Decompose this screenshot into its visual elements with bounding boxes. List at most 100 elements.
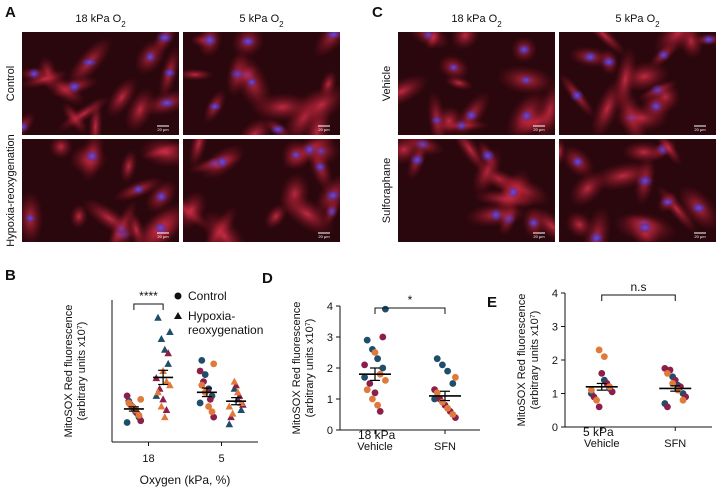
nucleus xyxy=(517,44,531,55)
data-point xyxy=(374,401,381,409)
cell xyxy=(590,161,656,191)
data-point xyxy=(227,413,235,421)
y-axis-label: (arbitrary units x107) xyxy=(76,322,88,421)
data-point xyxy=(669,380,677,387)
data-point xyxy=(164,349,172,357)
nucleus xyxy=(325,190,340,201)
panel-label: B xyxy=(5,267,16,284)
nucleus xyxy=(520,75,532,85)
micrograph: 20 μm xyxy=(183,139,340,242)
condition-label: 18 kPa xyxy=(358,428,396,442)
data-point xyxy=(366,380,374,387)
data-point xyxy=(164,359,172,367)
scale-bar-label: 20 μm xyxy=(157,234,169,239)
text-part: (arbitrary units x10 xyxy=(304,326,316,417)
cell xyxy=(529,206,555,242)
panel-label: C xyxy=(372,4,383,21)
row-label: Hypoxia-reoxygenation xyxy=(5,134,17,247)
nucleus xyxy=(154,223,167,233)
cell xyxy=(279,192,335,236)
micrograph: 20 μm xyxy=(559,32,716,135)
data-point xyxy=(137,417,145,425)
cell xyxy=(450,32,480,51)
legend-marker xyxy=(174,312,182,319)
scale-bar-label: 20 μm xyxy=(533,127,545,132)
nucleus xyxy=(702,34,716,45)
data-point xyxy=(210,413,218,421)
nucleus xyxy=(216,156,229,168)
significance-bracket xyxy=(601,294,676,301)
significance-bracket xyxy=(374,307,446,314)
data-point xyxy=(595,346,603,354)
text-part: ) xyxy=(304,319,316,323)
data-point xyxy=(433,389,441,397)
data-point xyxy=(600,353,608,361)
cell xyxy=(425,32,442,50)
y-tick-label: 1 xyxy=(327,394,333,406)
data-point xyxy=(225,402,234,410)
data-point xyxy=(201,371,209,378)
cell xyxy=(56,95,111,132)
y-tick-label: 0 xyxy=(327,425,333,437)
data-point xyxy=(157,402,166,410)
data-point xyxy=(161,413,169,421)
nucleus xyxy=(691,203,706,213)
data-point xyxy=(595,403,603,411)
cell xyxy=(183,190,208,230)
data-point xyxy=(198,381,206,389)
data-point xyxy=(230,377,239,385)
condition-label: 5 kPa xyxy=(583,425,614,439)
legend-label: Control xyxy=(188,289,227,303)
nucleus xyxy=(650,100,663,112)
y-tick-label: 1 xyxy=(552,389,558,401)
data-point xyxy=(154,388,162,396)
scale-bar-label: 20 μm xyxy=(318,234,330,239)
data-point xyxy=(433,355,441,363)
data-point xyxy=(664,403,671,411)
data-point xyxy=(369,395,376,403)
cell xyxy=(236,117,273,135)
data-point xyxy=(237,406,245,414)
data-point xyxy=(210,360,218,368)
error-bar xyxy=(596,382,607,391)
nucleus xyxy=(465,110,478,121)
nucleus xyxy=(325,32,340,39)
legend-label-line: Hypoxia- xyxy=(188,309,235,323)
column-header: 5 kPa O2 xyxy=(615,13,660,29)
cell xyxy=(188,139,209,169)
cell xyxy=(581,32,627,57)
nucleus xyxy=(132,184,145,195)
micrograph: 20 μm xyxy=(183,32,340,135)
y-axis-label: (arbitrary units x107) xyxy=(529,311,541,410)
text-part: 18 kPa O xyxy=(75,13,121,25)
nucleus xyxy=(145,51,156,63)
cell xyxy=(22,69,70,89)
nucleus xyxy=(583,51,597,63)
cell xyxy=(450,139,489,175)
micrograph: 20 μm xyxy=(22,139,179,242)
y-tick-label: 3 xyxy=(327,332,333,344)
data-point xyxy=(452,373,459,381)
legend-label: Hypoxia-reoxygenation xyxy=(188,309,263,337)
data-point xyxy=(225,420,234,428)
data-point xyxy=(376,408,384,415)
data-point xyxy=(123,392,131,400)
x-tick-label: SFN xyxy=(434,441,456,453)
text-part: (arbitrary units x10 xyxy=(529,318,541,409)
y-tick-label: 2 xyxy=(552,355,558,367)
data-point xyxy=(361,361,368,369)
x-tick-label: Vehicle xyxy=(584,438,619,450)
legend-marker xyxy=(174,292,182,300)
micrograph: 20 μm xyxy=(398,32,555,135)
x-axis-label: Oxygen (kPa, %) xyxy=(140,473,231,487)
data-point xyxy=(166,381,174,389)
nucleus xyxy=(203,34,217,47)
data-point xyxy=(166,327,174,335)
data-point xyxy=(449,411,457,418)
data-point xyxy=(161,345,169,353)
y-axis-label: MitoSOX Red fluorescence xyxy=(63,305,75,438)
cell xyxy=(398,139,423,165)
data-point xyxy=(679,396,687,404)
cell xyxy=(69,203,88,229)
data-point xyxy=(449,380,457,387)
